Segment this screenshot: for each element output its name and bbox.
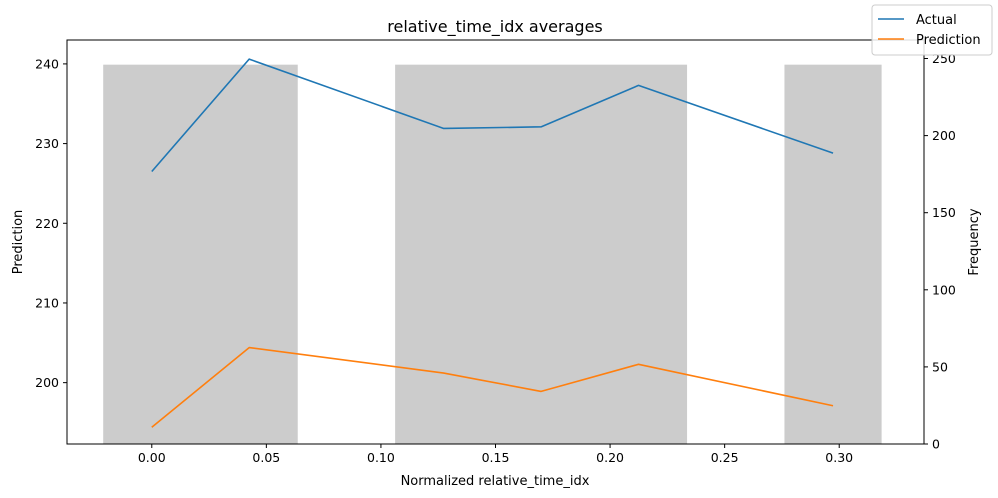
y-tick-label: 210 bbox=[35, 295, 59, 310]
series-lines bbox=[151, 58, 834, 428]
x-tick-label: 0.25 bbox=[711, 450, 739, 465]
histogram-bar-1 bbox=[395, 64, 688, 444]
legend: Actual Prediction bbox=[871, 4, 993, 56]
histogram bbox=[103, 64, 882, 444]
y2-tick-label: 50 bbox=[932, 359, 948, 374]
y2-axis-title: Frequency bbox=[967, 208, 982, 275]
y2-tick-label: 0 bbox=[932, 437, 940, 452]
x-axis: 0.00 0.05 0.10 0.15 0.20 0.25 0.30 bbox=[138, 444, 853, 465]
histogram-bar-0 bbox=[103, 64, 298, 444]
histogram-bar-2 bbox=[784, 64, 882, 444]
x-axis-title: Normalized relative_time_idx bbox=[401, 474, 590, 489]
chart-title: relative_time_idx averages bbox=[387, 17, 603, 37]
y-tick-label: 200 bbox=[35, 375, 59, 390]
legend-label-prediction: Prediction bbox=[916, 33, 981, 48]
y-tick-label: 240 bbox=[35, 56, 59, 71]
x-tick-label: 0.30 bbox=[825, 450, 853, 465]
series-line-prediction bbox=[151, 346, 834, 428]
x-tick-label: 0.00 bbox=[138, 450, 166, 465]
x-tick-label: 0.15 bbox=[482, 450, 510, 465]
y2-tick-label: 150 bbox=[932, 205, 956, 220]
y2-tick-label: 200 bbox=[932, 128, 956, 143]
x-tick-label: 0.05 bbox=[252, 450, 280, 465]
y-axis-title: Prediction bbox=[11, 210, 26, 275]
x-tick-label: 0.20 bbox=[596, 450, 624, 465]
legend-label-actual: Actual bbox=[916, 13, 957, 28]
y-axis-left: 200 210 220 230 240 bbox=[35, 56, 67, 390]
x-tick-label: 0.10 bbox=[367, 450, 395, 465]
y2-tick-label: 100 bbox=[932, 282, 956, 297]
legend-box bbox=[871, 4, 993, 56]
series-line-actual bbox=[151, 58, 834, 173]
y-tick-label: 220 bbox=[35, 216, 59, 231]
y-tick-label: 230 bbox=[35, 136, 59, 151]
